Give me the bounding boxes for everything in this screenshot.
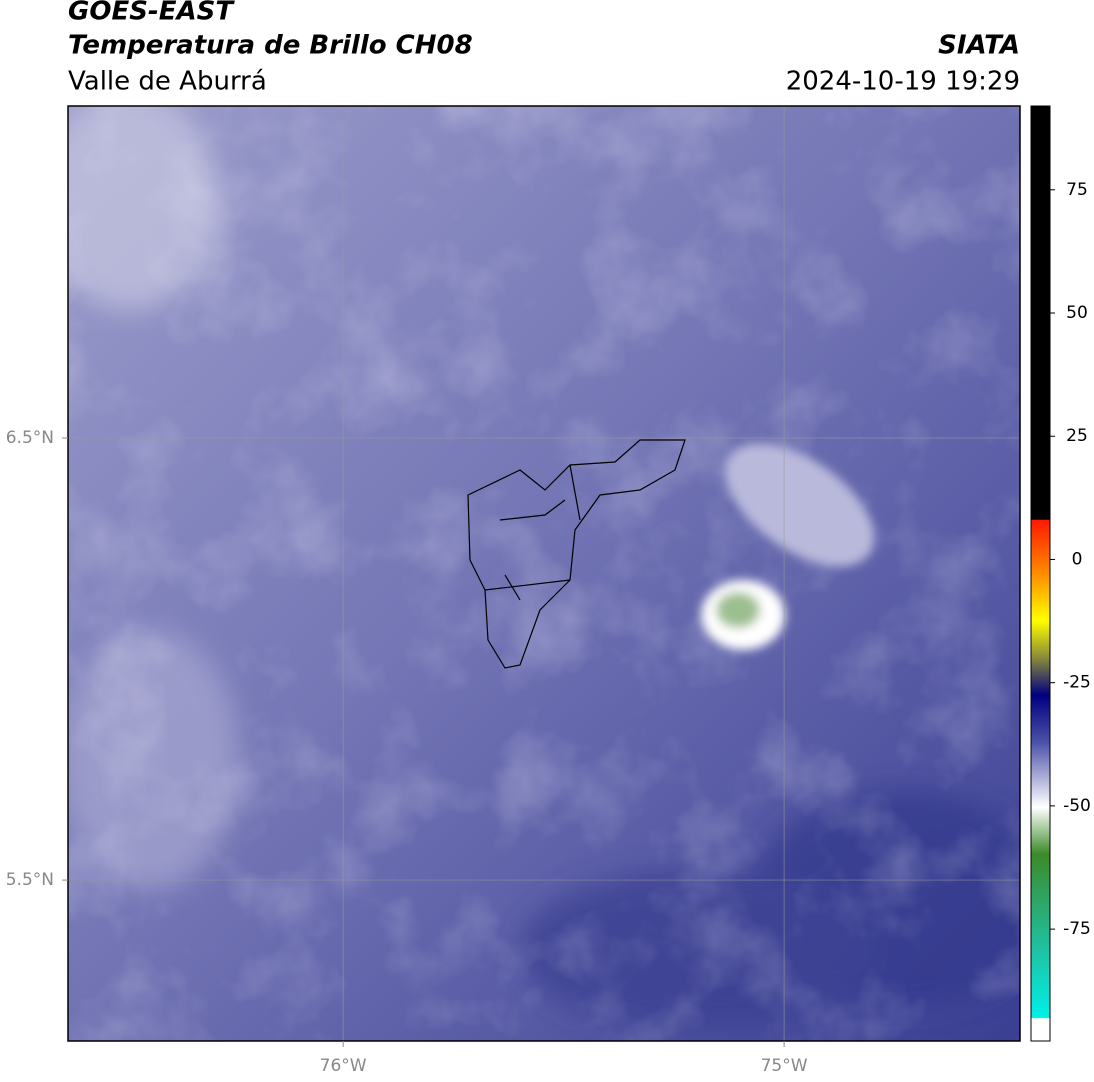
region: Valle de Aburrá — [68, 67, 267, 97]
subtitle: Temperatura de Brillo CH08 — [68, 31, 473, 61]
y-tick-label: 5.5°N — [6, 870, 54, 890]
source: SIATA — [938, 31, 1020, 61]
title: GOES-EAST — [68, 0, 235, 27]
map-frame — [67, 105, 1021, 1042]
colorbar — [1030, 105, 1051, 1042]
colorbar-tick-label: 50 — [1066, 303, 1088, 323]
x-tick-label: 75°W — [761, 1056, 808, 1076]
colorbar-tick-label: -50 — [1063, 796, 1091, 816]
y-tick-label: 6.5°N — [6, 428, 54, 448]
colorbar-tick-label: 75 — [1066, 180, 1088, 200]
colorbar-tick-label: -25 — [1063, 673, 1091, 693]
colorbar-tick-label: 25 — [1066, 426, 1088, 446]
colorbar-tick-label: -75 — [1063, 919, 1091, 939]
colorbar-tick-label: 0 — [1072, 549, 1083, 569]
timestamp: 2024-10-19 19:29 — [786, 67, 1020, 97]
map-field — [68, 106, 1020, 1041]
graticule — [68, 106, 1020, 1041]
valley-outline — [467, 439, 686, 669]
x-tick-label: 76°W — [320, 1056, 367, 1076]
